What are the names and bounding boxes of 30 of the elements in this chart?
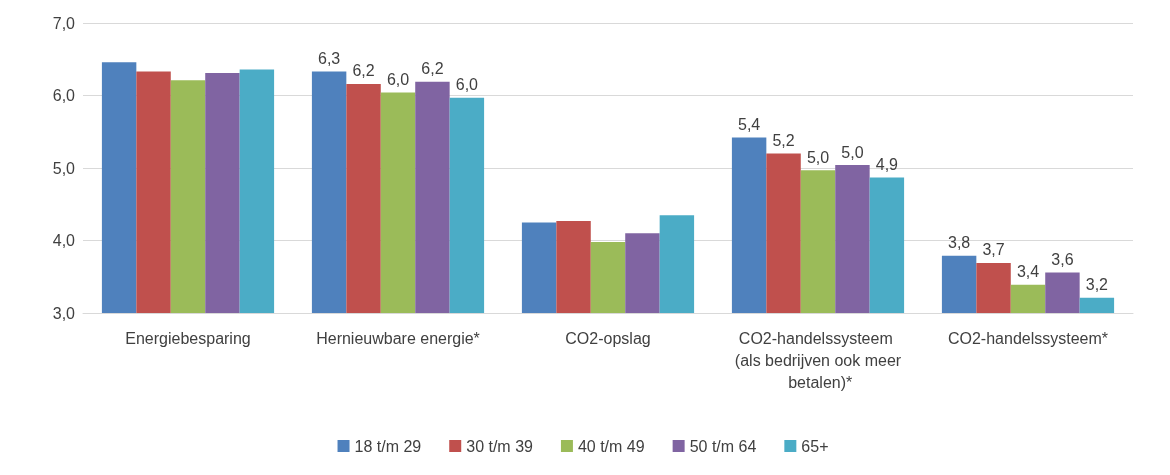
data-label: 3,6 [1051, 250, 1074, 268]
data-label: 5,0 [841, 143, 864, 161]
legend-label: 30 t/m 39 [466, 437, 534, 455]
y-tick-label: 6,0 [52, 87, 76, 104]
data-label: 5,0 [806, 148, 830, 166]
x-tick-label: Hernieuwbare energie* [316, 329, 480, 347]
y-tick-label: 7,0 [52, 14, 76, 32]
data-label: 3,7 [982, 241, 1005, 259]
y-tick-label: 5,0 [52, 159, 76, 177]
legend-label: 65+ [801, 437, 829, 455]
data-label: 6,2 [352, 62, 375, 80]
legend-label: 18 t/m 29 [354, 437, 422, 455]
x-tick-label: CO2-handelssysteem (als bedrijven ook meer betalen)* [734, 329, 902, 391]
x-tick-label: CO2-opslag [565, 329, 651, 347]
data-label: 5,4 [737, 116, 761, 134]
data-label: 3,2 [1085, 276, 1109, 294]
data-label: 6,0 [386, 71, 410, 89]
data-label: 6,0 [455, 76, 479, 94]
data-label: 6,2 [421, 60, 444, 78]
data-label: 3,8 [947, 234, 971, 252]
data-label: 3,4 [1016, 263, 1040, 281]
data-label: 5,2 [772, 132, 795, 149]
x-tick-label: CO2-handelssysteem* [947, 329, 1109, 347]
y-tick-label: 3,0 [52, 304, 76, 322]
y-tick-label: 4,0 [52, 232, 76, 249]
x-tick-label: Energiebesparing [125, 329, 251, 347]
legend-label: 50 t/m 64 [689, 437, 757, 455]
data-label: 6,3 [317, 50, 341, 68]
data-label: 4,9 [875, 155, 899, 173]
legend-label: 40 t/m 49 [577, 437, 645, 455]
